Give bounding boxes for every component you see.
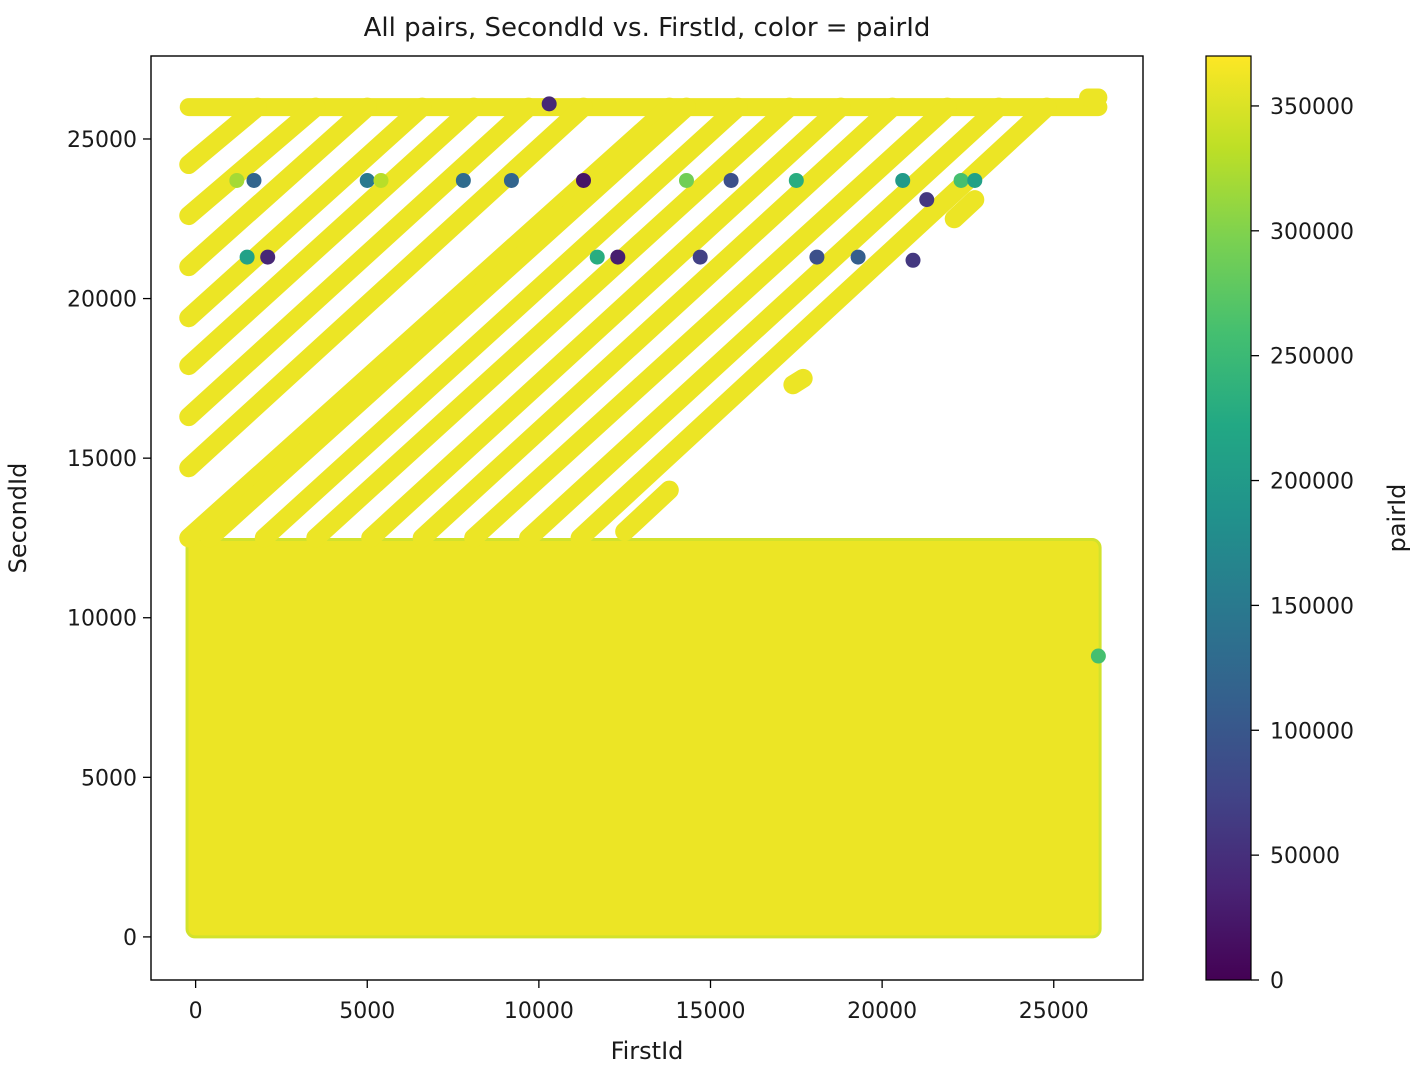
scatter-point bbox=[503, 172, 519, 188]
colorbar-ticks: 0 50000 100000 150000 200000 250000 300000 3500… bbox=[1251, 95, 1354, 994]
scatter-point bbox=[692, 249, 708, 265]
diagonal-band bbox=[306, 97, 799, 548]
scatter-point bbox=[260, 249, 276, 265]
scatter-point bbox=[1090, 648, 1106, 664]
y-tick-label: 10000 bbox=[67, 607, 137, 632]
scatter-point bbox=[850, 249, 866, 265]
diagonal-band bbox=[179, 97, 593, 478]
diagonal-band bbox=[199, 97, 696, 548]
scatter-point bbox=[678, 172, 694, 188]
diagonal-band bbox=[254, 97, 748, 548]
diagonal-band bbox=[179, 97, 539, 427]
colorbar-tick-label: 0 bbox=[1270, 969, 1284, 994]
plot-area bbox=[179, 88, 1108, 939]
scatter-point bbox=[589, 249, 605, 265]
y-tick-label: 25000 bbox=[67, 128, 137, 153]
y-tick-label: 20000 bbox=[67, 288, 137, 313]
diagonal-band bbox=[412, 97, 902, 548]
scatter-point bbox=[373, 172, 389, 188]
x-tick-label: 0 bbox=[189, 999, 203, 1024]
scatter-point bbox=[809, 249, 825, 265]
diagonal-band bbox=[615, 480, 679, 542]
y-tick-label: 15000 bbox=[67, 447, 137, 472]
scatter-point bbox=[455, 172, 471, 188]
diagonal-band bbox=[179, 97, 484, 376]
colorbar-label: pairId bbox=[1383, 484, 1411, 553]
diagonal-band bbox=[944, 190, 985, 229]
scatter-point bbox=[919, 192, 935, 208]
plot-frame bbox=[150, 55, 1144, 981]
diagonal-band bbox=[783, 368, 813, 395]
chart-title: All pairs, SecondId vs. FirstId, color =… bbox=[364, 13, 931, 43]
scatter-point bbox=[541, 96, 557, 112]
colorbar-tick-label: 300000 bbox=[1270, 220, 1354, 245]
x-axis-label: FirstId bbox=[611, 1037, 684, 1065]
scatter-point bbox=[967, 172, 983, 188]
x-tick-label: 15000 bbox=[676, 999, 746, 1024]
y-axis: 0 5000 10000 15000 20000 25000 bbox=[67, 128, 151, 951]
colorbar-tick-label: 100000 bbox=[1270, 719, 1354, 744]
colorbar-tick-label: 250000 bbox=[1270, 345, 1354, 370]
diagonal-band bbox=[179, 97, 267, 175]
scatter-point bbox=[788, 172, 804, 188]
y-axis-label: SecondId bbox=[4, 463, 32, 574]
colorbar-tick-label: 50000 bbox=[1270, 844, 1340, 869]
scatter-point bbox=[905, 252, 921, 268]
diagonal-band bbox=[179, 97, 432, 328]
x-tick-label: 20000 bbox=[847, 999, 917, 1024]
x-tick-label: 25000 bbox=[1019, 999, 1089, 1024]
y-tick-label: 0 bbox=[123, 926, 137, 951]
diagonal-band bbox=[361, 97, 851, 548]
diagonal-band bbox=[464, 97, 957, 548]
scatter-point bbox=[953, 172, 969, 188]
scatter-point bbox=[229, 172, 245, 188]
x-axis: 0 5000 10000 15000 20000 25000 bbox=[189, 980, 1089, 1024]
colorbar-tick-label: 350000 bbox=[1270, 95, 1354, 120]
scatter-point bbox=[575, 172, 591, 188]
x-tick-label: 10000 bbox=[504, 999, 574, 1024]
colorbar-tick-label: 200000 bbox=[1270, 470, 1354, 495]
scatter-point bbox=[246, 172, 262, 188]
dense-block bbox=[185, 538, 1102, 939]
y-tick-label: 5000 bbox=[81, 766, 137, 791]
colorbar-tick-label: 150000 bbox=[1270, 594, 1354, 619]
diagonal-band bbox=[179, 97, 377, 277]
scatter-point bbox=[239, 249, 255, 265]
x-tick-label: 5000 bbox=[339, 999, 395, 1024]
scatter-point bbox=[610, 249, 626, 265]
scatter-point bbox=[895, 172, 911, 188]
scatter-point bbox=[359, 172, 375, 188]
scatter-point bbox=[723, 172, 739, 188]
diagonal-band bbox=[519, 97, 1009, 548]
diagonal-band bbox=[179, 97, 326, 226]
colorbar bbox=[1205, 55, 1252, 981]
